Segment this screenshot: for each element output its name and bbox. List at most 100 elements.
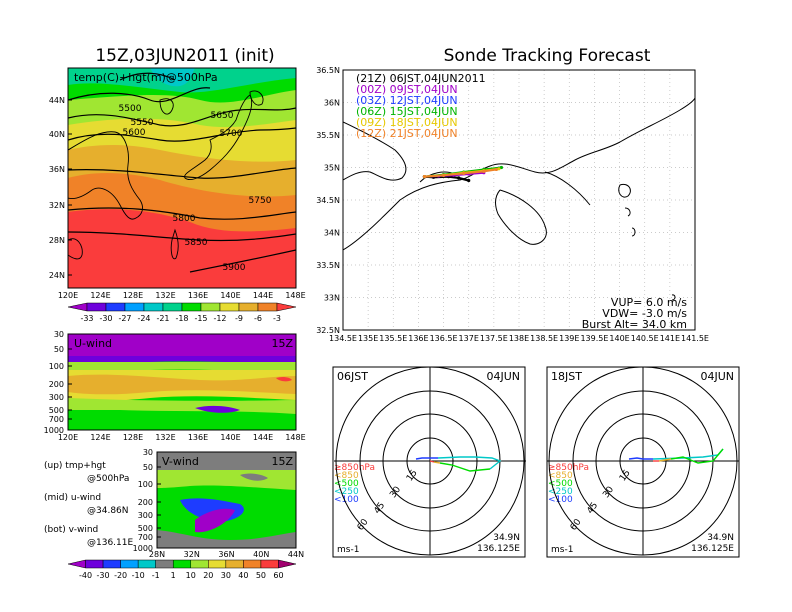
contour-label: 5900 <box>223 263 246 273</box>
note-bot: (bot) v-wind <box>44 525 98 535</box>
vwind-band <box>240 473 268 481</box>
lon-tick-label: 148E <box>285 433 305 442</box>
lon-tick-label: 136.5E <box>430 334 458 343</box>
polar2-lat: 34.9N <box>707 533 734 543</box>
lon-tick-label: 138E <box>509 334 529 343</box>
lon-tick-label: 135.5E <box>379 334 407 343</box>
colorbar-label: -6 <box>254 314 262 323</box>
track-point <box>499 165 503 170</box>
level-tick-label: 1000 <box>133 544 153 553</box>
track-point <box>462 171 466 175</box>
level-legend-item: ≥850hPa <box>334 463 375 473</box>
legend-entry: (00Z) 09JST,04JUN <box>356 83 458 96</box>
temp-colorbar: -33 -30 -27 -24 -21 -18 -15 -12 -9 -6 -3 <box>67 302 297 323</box>
lon-tick-label: 137.5E <box>480 334 508 343</box>
lon-tick-label: 144E <box>253 433 273 442</box>
level-tick-label: 500 <box>138 524 153 533</box>
colorbar-swatch <box>276 302 297 312</box>
colorbar-label: 60 <box>273 571 283 580</box>
colorbar-label: -30 <box>99 314 112 323</box>
lon-tick-label: 136E <box>188 433 208 442</box>
note-mid: (mid) u-wind <box>44 493 101 503</box>
uwind-band <box>68 356 296 363</box>
uwind-band <box>276 376 292 382</box>
colorbar-swatch <box>278 559 297 569</box>
colorbar-swatch <box>225 559 244 569</box>
lat-tick-label: 34.5N <box>316 196 340 205</box>
lat-tick-label: 44N <box>288 550 304 559</box>
contour-label: 5850 <box>185 238 208 248</box>
level-tick-label: 50 <box>54 345 64 354</box>
lon-tick-label: 120E <box>58 433 78 442</box>
polar-track <box>429 460 435 463</box>
temp-map-panel: 5500 5550 5600 5650 5700 5750 5800 5850 … <box>49 67 306 300</box>
lon-tick-label: 140E <box>609 334 629 343</box>
level-legend-item: <500 <box>548 479 573 489</box>
polar-track <box>433 461 441 464</box>
lat-tick-label: 35.5N <box>316 131 340 140</box>
colorbar-label: 20 <box>203 571 213 580</box>
temp-map-label: temp(C)+hgt(m)@500hPa <box>74 71 218 84</box>
colorbar-label: 10 <box>186 571 196 580</box>
level-tick-label: 700 <box>138 533 153 542</box>
level-tick-label: 30 <box>54 330 64 339</box>
colorbar-label: -1 <box>152 571 160 580</box>
lat-tick-label: 32N <box>49 201 65 210</box>
lon-tick-label: 148E <box>285 291 305 300</box>
level-tick-label: 200 <box>138 498 153 507</box>
level-legend-item: <500 <box>334 479 359 489</box>
lon-tick-labels: 134.5E 135E 135.5E 136E 136.5E 137E 137.5E 138E… <box>329 334 709 343</box>
colorbar-swatch <box>219 302 240 312</box>
colorbar-swatch <box>257 302 278 312</box>
contour-label: 5750 <box>249 196 272 206</box>
colorbar-label: 30 <box>221 571 231 580</box>
colorbar-label: 1 <box>171 571 176 580</box>
legend-entry: (03Z) 12JST,04JUN <box>356 94 458 107</box>
lat-tick-label: 34N <box>324 229 340 238</box>
colorbar-swatch <box>190 559 209 569</box>
colorbar-swatch <box>172 559 192 569</box>
polar-track <box>437 456 502 470</box>
level-legend-item: <100 <box>334 495 359 505</box>
level-legend-item: ≥850hPa <box>548 463 589 473</box>
colorbar-label: -33 <box>80 314 93 323</box>
lat-tick-label: 40N <box>253 550 269 559</box>
track-point <box>467 178 471 183</box>
lat-tick-label: 36N <box>324 99 340 108</box>
colorbar-swatch <box>86 302 107 312</box>
track-point <box>422 175 427 179</box>
vwind-band <box>157 470 296 490</box>
uwind-band <box>68 362 296 372</box>
colorbar-label: -40 <box>79 571 92 580</box>
vwind-time: 15Z <box>271 455 293 468</box>
track-point <box>482 169 486 173</box>
lon-tick-label: 136E <box>408 334 428 343</box>
note-bot-detail: @136.11E <box>87 538 133 548</box>
lon-tick-label: 132E <box>155 291 175 300</box>
colorbar-label: -3 <box>273 314 281 323</box>
polar1-lat: 34.9N <box>493 533 520 543</box>
lon-tick-label: 132E <box>155 433 175 442</box>
contour-label: 5650 <box>211 111 234 121</box>
lat-tick-label: 36N <box>218 550 234 559</box>
vwind-label: V-wind <box>162 455 199 468</box>
level-legend-item: <250 <box>334 487 359 497</box>
contour-label: 5800 <box>173 214 196 224</box>
level-tick-label: 300 <box>49 393 64 402</box>
level-tick-label: 200 <box>49 380 64 389</box>
info-vup: VUP= 6.0 m/s <box>611 296 687 309</box>
colorbar-label: -9 <box>235 314 243 323</box>
level-legend-item: <250 <box>548 487 573 497</box>
height-contours <box>68 72 296 273</box>
colorbar-swatch <box>155 559 174 569</box>
temp-band-cold <box>150 68 195 87</box>
polar2-unit: ms-1 <box>551 545 573 555</box>
lat-tick-label: 36N <box>49 165 65 174</box>
track-map-panel: 36.5N 36N 35.5N 35N 34.5N 34N 33.5N 33N 32.5N 13… <box>316 66 709 343</box>
colorbar-label: 50 <box>256 571 266 580</box>
contour-label: 5600 <box>123 128 146 138</box>
lon-tick-labels: 120E 124E 128E 132E 136E 140E 144E 148E <box>58 433 306 442</box>
colorbar-label: -24 <box>137 314 150 323</box>
colorbar-swatch <box>260 559 279 569</box>
